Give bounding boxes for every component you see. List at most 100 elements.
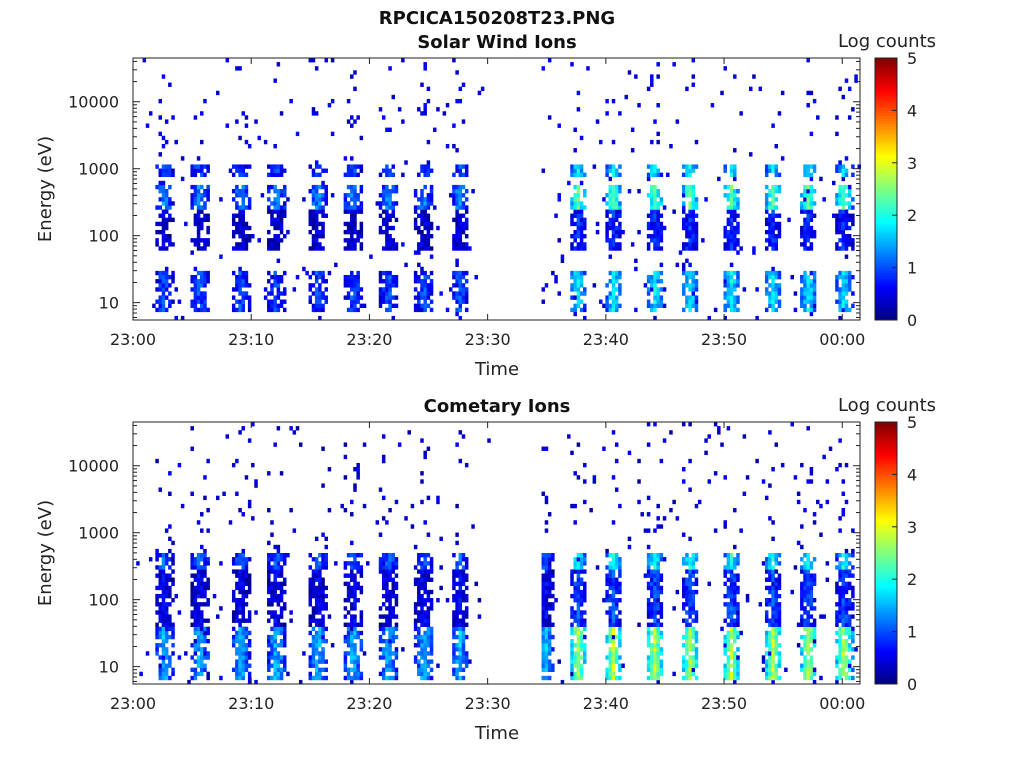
spectrogram-cell	[733, 295, 737, 300]
spectrogram-cell	[809, 229, 814, 235]
spectrogram-cell	[838, 307, 842, 313]
spectrogram-cell	[235, 307, 239, 313]
colorbar-segment	[875, 306, 897, 310]
spectrogram-cell	[161, 172, 166, 178]
spectrogram-cell	[595, 565, 600, 570]
spectrogram-cell	[241, 671, 246, 677]
spectrogram-cell	[809, 197, 814, 202]
spectrogram-cell	[314, 659, 319, 664]
spectrogram-cell	[768, 213, 772, 218]
spectrogram-cell	[656, 172, 660, 178]
spectrogram-cell	[196, 643, 201, 648]
spectrogram-cell	[579, 180, 584, 186]
spectrogram-cell	[273, 172, 277, 178]
spectrogram-cell	[640, 512, 644, 517]
spectrogram-cell	[771, 589, 775, 595]
spectrogram-cell	[618, 630, 622, 636]
spectrogram-cell	[704, 197, 708, 202]
spectrogram-cell	[729, 242, 734, 247]
spectrogram-cell	[723, 593, 727, 599]
spectrogram-cell	[200, 307, 204, 313]
spectrogram-cell	[611, 589, 616, 595]
spectrogram-cell	[611, 299, 616, 304]
spectrogram-cell	[314, 638, 319, 644]
spectrogram-cell	[388, 295, 392, 300]
spectrogram-cell	[343, 638, 348, 644]
spectrogram-cell	[391, 189, 396, 194]
spectrogram-cell	[841, 569, 846, 574]
spectrogram-cell	[429, 569, 434, 574]
spectrogram-cell	[614, 168, 619, 173]
spectrogram-cell	[838, 246, 842, 251]
spectrogram-cell	[608, 189, 613, 194]
spectrogram-cell	[158, 585, 163, 591]
spectrogram-cell	[426, 643, 431, 648]
spectrogram-cell	[381, 221, 386, 227]
spectrogram-cell	[841, 229, 846, 235]
spectrogram-cell	[729, 598, 734, 603]
spectrogram-cell	[279, 471, 284, 476]
spectrogram-cell	[458, 274, 463, 280]
spectrogram-cell	[733, 283, 737, 288]
spectrogram-cell	[388, 561, 392, 566]
spectrogram-cell	[736, 283, 740, 288]
spectrogram-cell	[279, 205, 284, 210]
spectrogram-cell	[461, 630, 466, 636]
spectrogram-cell	[417, 242, 421, 247]
spectrogram-cell	[803, 189, 807, 194]
spectrogram-cell	[464, 557, 469, 562]
spectrogram-cell	[235, 553, 239, 558]
spectrogram-cell	[458, 651, 463, 656]
spectrogram-cell	[190, 250, 194, 255]
spectrogram-cell	[276, 193, 281, 198]
spectrogram-cell	[771, 303, 775, 309]
spectrogram-cell	[547, 115, 552, 120]
spectrogram-cell	[685, 553, 689, 558]
spectrogram-cell	[688, 569, 692, 574]
spectrogram-cell	[579, 655, 584, 660]
spectrogram-cell	[321, 577, 325, 582]
spectrogram-cell	[669, 507, 673, 513]
spectrogram-cell	[420, 675, 424, 681]
spectrogram-cell	[353, 557, 357, 562]
spectrogram-cell	[203, 283, 207, 288]
colorbar-segment	[875, 314, 897, 318]
spectrogram-cell	[838, 201, 842, 206]
spectrogram-cell	[685, 274, 689, 280]
spectrogram-cell	[168, 201, 172, 206]
spectrogram-cell	[835, 279, 839, 284]
spectrogram-cell	[650, 561, 654, 566]
spectrogram-cell	[464, 462, 469, 468]
spectrogram-cell	[381, 201, 386, 206]
spectrogram-cell	[812, 229, 817, 235]
spectrogram-cell	[238, 626, 242, 632]
spectrogram-cell	[825, 479, 830, 484]
spectrogram-cell	[203, 548, 207, 554]
spectrogram-cell	[388, 593, 392, 599]
spectrogram-cell	[592, 164, 597, 169]
spectrogram-cell	[270, 164, 274, 169]
spectrogram-cell	[420, 610, 424, 615]
spectrogram-cell	[318, 610, 322, 615]
spectrogram-cell	[544, 598, 549, 603]
spectrogram-cell	[238, 135, 242, 141]
spectrogram-cell	[254, 119, 258, 124]
spectrogram-cell	[844, 254, 849, 259]
spectrogram-cell	[200, 279, 204, 284]
spectrogram-cell	[324, 602, 328, 607]
spectrogram-cell	[318, 630, 322, 636]
spectrogram-cell	[318, 184, 322, 190]
spectrogram-cell	[381, 291, 386, 296]
spectrogram-cell	[394, 217, 399, 223]
spectrogram-cell	[353, 287, 357, 292]
spectrogram-cell	[350, 242, 354, 247]
spectrogram-cell	[247, 283, 252, 288]
spectrogram-cell	[729, 274, 734, 280]
spectrogram-cell	[196, 225, 201, 231]
colorbar-segment	[875, 264, 897, 268]
spectrogram-cell	[241, 279, 246, 284]
spectrogram-cell	[455, 197, 459, 202]
spectrogram-cell	[318, 593, 322, 599]
spectrogram-cell	[381, 675, 386, 681]
spectrogram-cell	[656, 139, 660, 145]
